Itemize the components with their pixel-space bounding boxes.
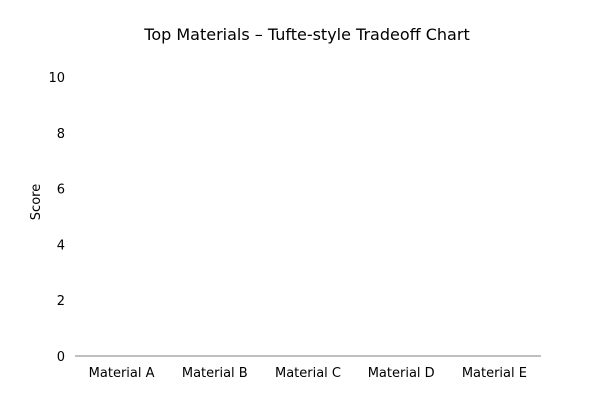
y-tick-label: 8 bbox=[57, 127, 65, 142]
x-tick-labels: Material A Material B Material C Material D… bbox=[89, 366, 527, 381]
y-tick-label: 2 bbox=[57, 294, 65, 309]
y-axis-label: Score bbox=[29, 184, 44, 220]
x-tick-label: Material D bbox=[368, 366, 435, 381]
y-tick-labels: 0 2 4 6 8 10 bbox=[48, 71, 65, 365]
x-tick-label: Material A bbox=[89, 366, 155, 381]
y-tick-label: 0 bbox=[57, 350, 65, 365]
x-tick-label: Material E bbox=[462, 366, 527, 381]
x-tick-label: Material C bbox=[275, 366, 341, 381]
x-tick-label: Material B bbox=[182, 366, 248, 381]
y-tick-label: 10 bbox=[48, 71, 65, 86]
chart-title: Top Materials – Tufte-style Tradeoff Cha… bbox=[143, 25, 469, 44]
y-tick-label: 6 bbox=[57, 183, 65, 198]
y-tick-label: 4 bbox=[57, 238, 65, 253]
